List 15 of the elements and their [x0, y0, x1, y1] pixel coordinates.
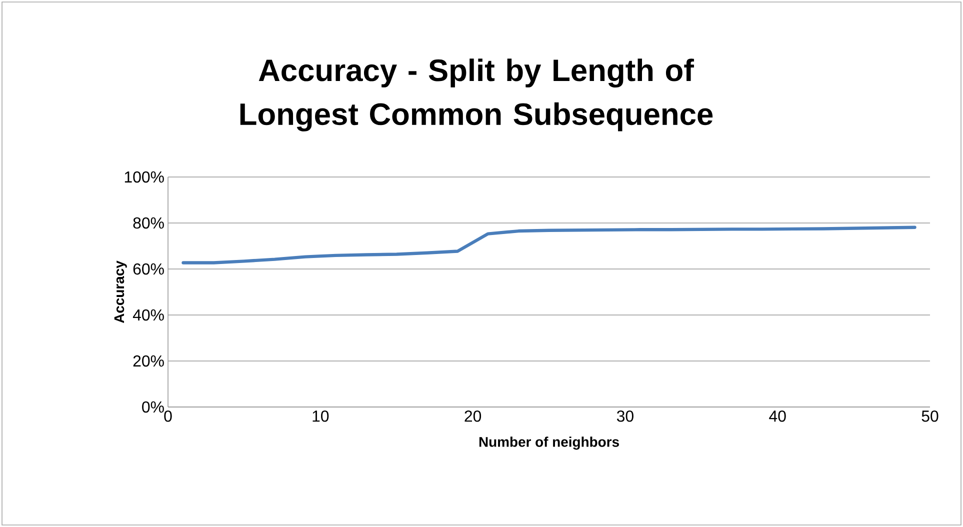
- y-tick-label: 60%: [133, 263, 164, 275]
- x-tick-label: 40: [769, 410, 786, 422]
- chart-title: Accuracy - Split by Length of Longest Common Subsequence: [240, 58, 713, 132]
- x-tick-label: 10: [312, 410, 329, 422]
- x-tick-label: 30: [616, 410, 634, 422]
- y-axis-title: Accuracy: [114, 260, 127, 324]
- y-tick-label: 80%: [133, 217, 164, 229]
- x-tick-label: 20: [464, 410, 482, 422]
- y-tick-label: 100%: [124, 171, 164, 183]
- y-tick-label: 40%: [132, 309, 164, 321]
- y-tick-label: 20%: [133, 355, 164, 367]
- y-tick-label: 0%: [142, 401, 164, 413]
- x-tick-label: 50: [922, 410, 938, 422]
- x-axis-title: Number of neighbors: [479, 436, 619, 450]
- x-tick-label: 0: [164, 410, 172, 422]
